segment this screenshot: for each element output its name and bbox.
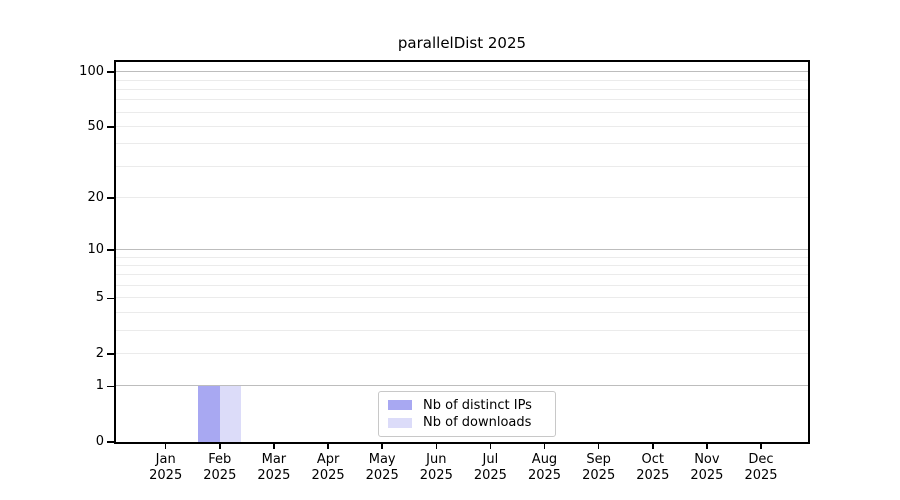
y-tick-0 — [107, 441, 114, 443]
y-tick-20 — [107, 197, 114, 199]
year-label: 2025 — [257, 468, 291, 483]
year-label: 2025 — [365, 468, 399, 483]
gridline-y-60 — [116, 111, 808, 113]
x-tick-dec — [760, 444, 762, 449]
y-tick-2 — [107, 353, 114, 355]
gridline-y-8 — [116, 264, 808, 266]
gridline-y-7 — [116, 274, 808, 276]
gridline-y-30 — [116, 165, 808, 167]
y-tick-label-2: 2 — [95, 346, 104, 361]
x-tick-jul — [489, 444, 492, 449]
x-tick-feb — [219, 444, 221, 449]
x-tick-may — [381, 444, 383, 449]
legend-item-downloads: Nb of downloads — [388, 415, 546, 430]
bar-nb-of-downloads-feb — [219, 386, 242, 442]
x-tick-sep — [597, 444, 600, 449]
gridline-y-1 — [116, 385, 808, 387]
x-tick-mar — [273, 444, 275, 449]
x-tick-aug — [543, 444, 546, 449]
x-tick-label-jul: Jul 2025 — [458, 452, 522, 484]
year-label: 2025 — [527, 468, 562, 483]
x-tick-label-feb: Feb 2025 — [188, 452, 252, 484]
y-tick-label-0: 0 — [95, 434, 104, 449]
month-label: Jan — [155, 452, 176, 467]
month-label: Jul — [482, 452, 499, 467]
y-tick-label-100: 100 — [79, 64, 104, 80]
legend-swatch-distinct-ips — [388, 400, 412, 411]
gridline-y-100 — [116, 71, 808, 73]
month-label: Apr — [316, 452, 340, 467]
x-tick-nov — [706, 444, 708, 449]
year-label: 2025 — [582, 468, 616, 483]
legend-label-downloads: Nb of downloads — [423, 415, 532, 431]
x-tick-label-dec: Dec 2025 — [729, 452, 793, 484]
month-label: Mar — [261, 452, 287, 467]
y-tick-1 — [107, 385, 114, 388]
month-label: Oct — [641, 452, 665, 467]
x-tick-label-apr: Apr 2025 — [296, 452, 360, 484]
y-tick-label-50: 50 — [87, 118, 104, 134]
x-tick-label-oct: Oct 2025 — [621, 452, 685, 484]
chart-title: parallelDist 2025 — [397, 34, 527, 52]
gridline-y-2 — [116, 353, 808, 354]
month-label: Nov — [694, 452, 720, 467]
y-tick-10 — [107, 249, 114, 251]
y-tick-label-10: 10 — [87, 241, 104, 257]
y-tick-50 — [107, 126, 114, 128]
y-tick-label-5: 5 — [95, 290, 104, 306]
y-tick-100 — [107, 71, 114, 73]
bar-nb-of-distinct-ips-feb — [198, 386, 220, 442]
x-tick-jan — [164, 444, 167, 449]
x-tick-jun — [435, 444, 437, 449]
x-tick-label-aug: Aug 2025 — [513, 452, 577, 484]
y-tick-label-1: 1 — [95, 378, 104, 394]
y-tick-5 — [107, 297, 114, 300]
year-label: 2025 — [744, 468, 778, 483]
month-label: Dec — [748, 452, 774, 467]
year-label: 2025 — [690, 468, 724, 483]
x-tick-label-sep: Sep 2025 — [567, 452, 631, 484]
gridline-y-3 — [116, 329, 808, 331]
month-label: Feb — [208, 452, 232, 467]
year-label: 2025 — [636, 468, 670, 483]
x-tick-oct — [652, 444, 654, 449]
plot-area: Nb of distinct IPs Nb of downloads — [114, 60, 810, 444]
month-label: Sep — [586, 452, 611, 467]
y-tick-label-20: 20 — [87, 190, 104, 205]
x-tick-label-may: May 2025 — [350, 452, 414, 484]
year-label: 2025 — [419, 468, 453, 483]
legend: Nb of distinct IPs Nb of downloads — [378, 391, 556, 437]
year-label: 2025 — [473, 468, 507, 483]
year-label: 2025 — [149, 468, 183, 483]
year-label: 2025 — [203, 468, 237, 483]
gridline-y-40 — [116, 143, 808, 145]
gridline-y-50 — [116, 125, 808, 127]
x-tick-apr — [327, 444, 329, 449]
year-label: 2025 — [311, 468, 345, 483]
gridline-y-10 — [116, 248, 808, 250]
gridline-y-80 — [116, 88, 808, 90]
x-tick-label-jun: Jun 2025 — [404, 452, 468, 484]
gridline-y-5 — [116, 297, 808, 299]
x-tick-label-nov: Nov 2025 — [675, 452, 739, 484]
x-tick-label-mar: Mar 2025 — [242, 452, 306, 484]
gridline-y-9 — [116, 256, 808, 258]
gridline-y-70 — [116, 99, 808, 101]
x-tick-label-jan: Jan 2025 — [134, 452, 198, 484]
month-label: Jun — [426, 452, 447, 467]
legend-item-distinct-ips: Nb of distinct IPs — [388, 398, 546, 413]
gridline-y-20 — [116, 197, 808, 198]
legend-label-distinct-ips: Nb of distinct IPs — [423, 397, 532, 413]
month-label: Aug — [531, 452, 558, 467]
gridline-y-4 — [116, 312, 808, 313]
legend-swatch-downloads — [388, 417, 412, 428]
gridline-y-90 — [116, 79, 808, 81]
month-label: May — [368, 452, 396, 467]
gridline-y-6 — [116, 285, 808, 286]
